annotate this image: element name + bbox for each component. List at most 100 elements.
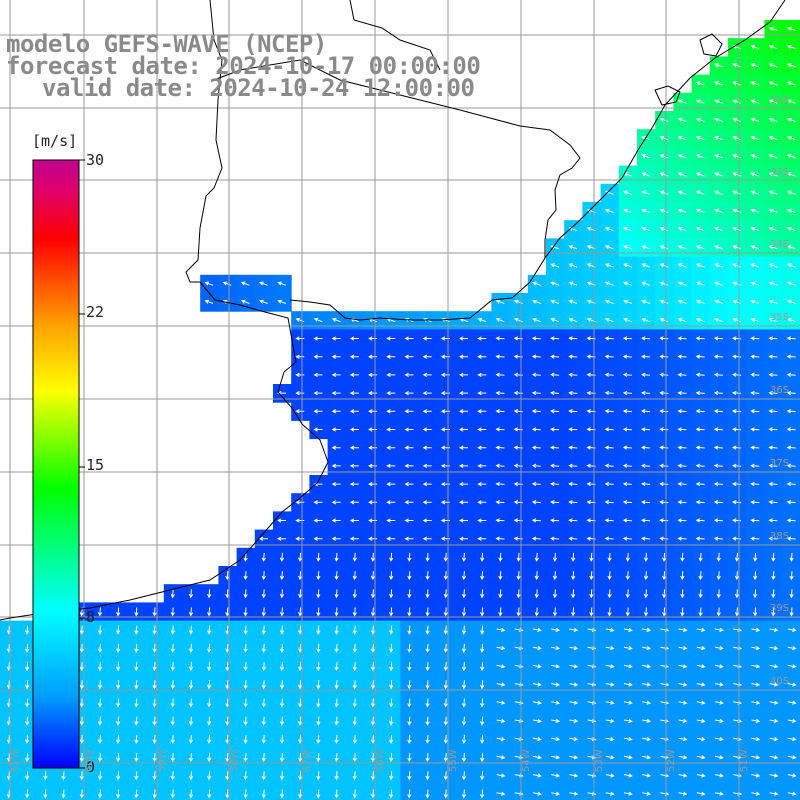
wind-arrow	[134, 734, 139, 744]
wind-arrow	[714, 281, 723, 286]
wind-arrow	[768, 336, 778, 341]
wind-arrow	[786, 336, 796, 341]
wind-arrow	[695, 172, 705, 177]
wind-arrow	[769, 664, 779, 669]
wind-arrow	[407, 571, 412, 581]
wind-arrow	[389, 734, 394, 744]
wind-arrow	[258, 536, 268, 541]
wind-arrow	[677, 190, 687, 195]
wind-arrow	[349, 336, 359, 341]
wind-arrow	[298, 662, 303, 672]
wind-arrow	[352, 625, 357, 635]
wind-arrow	[170, 589, 175, 599]
wind-arrow	[313, 336, 323, 341]
wind-arrow	[207, 625, 212, 635]
wind-arrow	[170, 753, 175, 763]
wind-arrow	[25, 680, 30, 690]
wind-arrow	[368, 390, 378, 396]
wind-arrow	[352, 680, 357, 690]
wind-arrow	[443, 789, 448, 799]
wind-arrow	[677, 281, 687, 286]
wind-arrow	[477, 372, 487, 378]
wind-arrow	[786, 427, 796, 432]
wind-arrow	[477, 518, 487, 523]
wind-arrow	[568, 354, 578, 359]
wind-arrow	[443, 625, 448, 635]
wind-arrow	[116, 716, 121, 726]
wind-arrow	[662, 607, 667, 617]
wind-arrow	[422, 336, 432, 341]
wind-arrow	[496, 755, 506, 760]
wind-arrow	[407, 680, 412, 690]
wind-arrow	[316, 734, 321, 744]
wind-arrow	[386, 481, 396, 487]
wind-arrow	[732, 154, 742, 159]
wind-arrow	[769, 755, 779, 760]
wind-arrow	[604, 536, 614, 541]
wind-arrow	[334, 625, 339, 635]
wind-arrow	[207, 716, 212, 726]
wind-arrow	[768, 245, 778, 250]
wind-arrow	[695, 299, 705, 304]
wind-arrow	[295, 518, 305, 523]
wind-arrow	[295, 409, 305, 414]
wind-arrow	[786, 63, 796, 68]
wind-arrow	[659, 536, 669, 541]
wind-arrow	[170, 698, 175, 708]
wind-arrow	[677, 481, 687, 487]
wind-arrow	[349, 445, 359, 450]
wind-arrow	[641, 427, 651, 432]
wind-arrow	[622, 536, 632, 541]
wind-arrow	[750, 263, 760, 268]
wind-arrow	[496, 682, 506, 687]
wind-arrow	[25, 716, 30, 726]
colorbar-unit: [m/s]	[32, 132, 78, 150]
wind-arrow	[768, 26, 778, 31]
wind-arrow	[532, 664, 542, 669]
wind-arrow	[569, 682, 579, 687]
wind-arrow	[298, 698, 303, 708]
wind-arrow	[786, 317, 796, 323]
wind-arrow	[786, 117, 796, 122]
wind-arrow	[459, 536, 469, 541]
wind-arrow	[480, 698, 485, 708]
wind-arrow	[750, 190, 760, 195]
wind-arrow	[623, 190, 632, 195]
wind-arrow	[334, 589, 339, 599]
wind-arrow	[461, 771, 467, 781]
wind-arrow	[97, 662, 103, 672]
wind-arrow	[550, 372, 560, 377]
wind-arrow	[642, 718, 652, 723]
wind-arrow	[404, 372, 414, 378]
wind-arrow	[152, 698, 157, 708]
wind-arrow	[531, 463, 541, 468]
wind-arrow	[207, 789, 212, 799]
wind-arrow	[277, 281, 287, 286]
wind-arrow	[571, 589, 576, 599]
wind-arrow	[787, 718, 797, 723]
wind-arrow	[698, 589, 703, 599]
wind-arrow	[659, 190, 669, 195]
wind-arrow	[534, 589, 539, 599]
wind-arrow	[261, 734, 266, 744]
wind-arrow	[152, 607, 157, 617]
wind-arrow	[389, 753, 394, 763]
title-forecast-date: forecast date: 2024-10-17 00:00:00	[6, 52, 481, 80]
wind-arrow	[334, 571, 339, 581]
wind-arrow	[677, 154, 687, 159]
wind-arrow	[531, 481, 541, 487]
wind-arrow	[386, 500, 396, 505]
wind-arrow	[313, 500, 323, 505]
wind-arrow	[352, 698, 357, 708]
wind-arrow	[461, 607, 467, 617]
wind-arrow	[695, 536, 705, 541]
wind-arrow	[225, 771, 230, 781]
wind-arrow	[331, 390, 341, 396]
wind-arrow	[440, 372, 450, 378]
wind-arrow	[425, 589, 430, 599]
wind-arrow	[659, 281, 669, 286]
wind-arrow	[695, 463, 705, 468]
wind-arrow	[568, 245, 578, 250]
wind-arrow	[425, 698, 430, 708]
wind-arrow	[604, 518, 614, 523]
